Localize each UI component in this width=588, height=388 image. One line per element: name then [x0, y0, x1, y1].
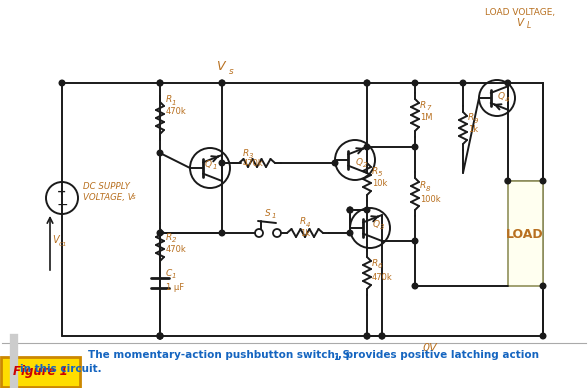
Text: Q: Q [373, 220, 380, 229]
Text: R: R [300, 218, 306, 227]
Circle shape [157, 333, 163, 339]
Text: 3: 3 [380, 224, 385, 230]
Text: 470k: 470k [166, 107, 187, 116]
Text: C: C [166, 268, 172, 277]
Circle shape [157, 333, 163, 339]
Circle shape [460, 80, 466, 86]
Text: R: R [166, 95, 172, 104]
Text: L: L [527, 21, 531, 31]
Text: Q: Q [498, 92, 505, 102]
Text: DC SUPPLY
VOLTAGE, V: DC SUPPLY VOLTAGE, V [83, 182, 133, 203]
Text: 5: 5 [378, 171, 383, 177]
Text: The momentary-action pushbutton switch, S: The momentary-action pushbutton switch, … [88, 350, 350, 360]
Text: LOAD VOLTAGE,: LOAD VOLTAGE, [485, 9, 555, 17]
Circle shape [505, 80, 510, 86]
Circle shape [412, 238, 418, 244]
Text: s: s [229, 67, 234, 76]
Text: R: R [468, 114, 475, 123]
Text: Figure 1: Figure 1 [12, 365, 68, 379]
Text: 470k: 470k [166, 246, 187, 255]
Circle shape [364, 333, 370, 339]
Text: in this circuit.: in this circuit. [20, 364, 102, 374]
Text: 1 μF: 1 μF [166, 282, 184, 291]
Circle shape [59, 80, 65, 86]
Circle shape [157, 333, 163, 339]
Circle shape [157, 80, 163, 86]
Circle shape [412, 80, 418, 86]
Circle shape [505, 178, 510, 184]
Text: R: R [420, 182, 426, 191]
Circle shape [347, 230, 353, 236]
Text: 470k: 470k [243, 159, 264, 168]
Circle shape [412, 283, 418, 289]
Text: 8: 8 [426, 186, 430, 192]
Text: Q: Q [205, 159, 212, 168]
Circle shape [364, 80, 370, 86]
Circle shape [157, 230, 163, 236]
Text: 7: 7 [426, 105, 430, 111]
Text: 1: 1 [333, 353, 339, 362]
Text: R: R [372, 166, 378, 175]
Circle shape [412, 144, 418, 150]
Text: R: R [372, 258, 378, 267]
Text: 6: 6 [378, 263, 383, 269]
Text: R: R [166, 232, 172, 241]
Circle shape [219, 80, 225, 86]
Circle shape [364, 207, 370, 213]
Circle shape [364, 80, 370, 86]
Circle shape [347, 207, 353, 213]
Text: V: V [216, 60, 224, 73]
Circle shape [364, 333, 370, 339]
Circle shape [219, 160, 225, 166]
Text: 0V: 0V [423, 343, 437, 353]
Text: 1: 1 [172, 273, 176, 279]
Text: 1: 1 [213, 164, 217, 170]
Text: 1: 1 [172, 100, 176, 106]
Text: R: R [420, 100, 426, 109]
Text: 1M: 1M [420, 113, 433, 121]
Text: 470k: 470k [372, 272, 393, 282]
Text: V: V [52, 235, 59, 245]
Circle shape [540, 178, 546, 184]
Text: 3: 3 [249, 153, 253, 159]
Circle shape [332, 160, 338, 166]
Text: , provides positive latching action: , provides positive latching action [338, 350, 539, 360]
Text: V: V [516, 18, 523, 28]
Text: +: + [58, 187, 66, 197]
Text: 4: 4 [505, 97, 509, 103]
Circle shape [364, 144, 370, 150]
Text: 100k: 100k [420, 194, 440, 203]
Text: 2: 2 [363, 162, 368, 168]
Circle shape [379, 333, 385, 339]
Text: Q: Q [356, 158, 363, 166]
FancyBboxPatch shape [1, 357, 80, 387]
Circle shape [540, 333, 546, 339]
Circle shape [540, 283, 546, 289]
Circle shape [157, 150, 163, 156]
FancyBboxPatch shape [508, 181, 543, 286]
Circle shape [347, 207, 353, 213]
Circle shape [157, 80, 163, 86]
Circle shape [219, 230, 225, 236]
Text: 1k: 1k [468, 125, 478, 135]
Text: R: R [243, 149, 249, 158]
Text: C1: C1 [59, 241, 68, 246]
Text: LOAD: LOAD [506, 227, 544, 241]
Circle shape [379, 333, 385, 339]
Text: 10k: 10k [372, 180, 387, 189]
Text: s: s [132, 194, 136, 200]
Text: 9: 9 [474, 118, 479, 124]
Text: −: − [56, 198, 68, 212]
Text: 1k: 1k [300, 229, 310, 239]
Text: 4: 4 [306, 222, 310, 228]
Text: 1: 1 [272, 213, 276, 219]
Circle shape [219, 80, 225, 86]
Circle shape [157, 333, 163, 339]
Text: S: S [265, 208, 271, 218]
Text: 2: 2 [172, 237, 176, 243]
